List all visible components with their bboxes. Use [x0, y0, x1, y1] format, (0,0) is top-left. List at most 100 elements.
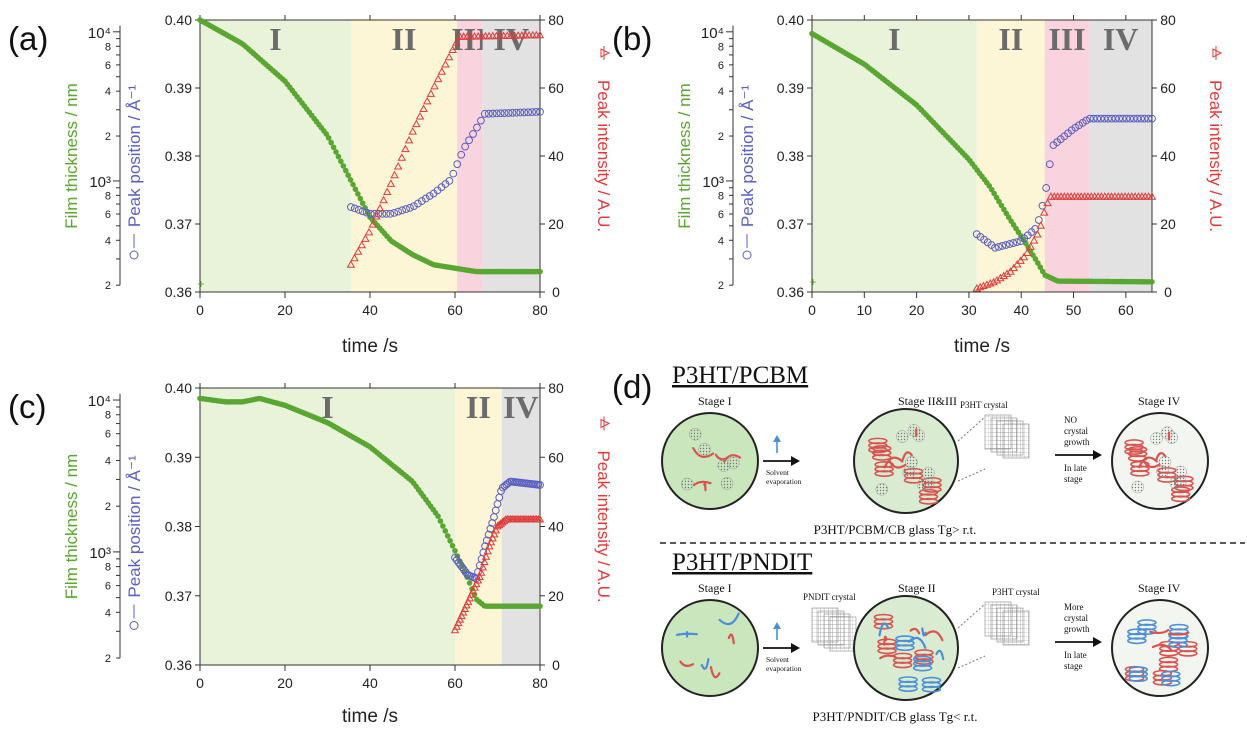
- position-point: [1118, 114, 1127, 123]
- thickness-tick-label: 8: [718, 190, 724, 202]
- position-point: [1089, 114, 1098, 123]
- panel-label: (a): [8, 20, 48, 57]
- crystal-lamella: [1168, 641, 1188, 649]
- position-axis-title: Peak position / Å⁻¹: [125, 455, 144, 598]
- position-point: [994, 242, 1003, 251]
- solvent-up-arrowhead: [773, 435, 781, 442]
- position-point: [346, 203, 355, 211]
- position-legend-marker: [129, 250, 139, 260]
- position-point: [445, 176, 454, 185]
- crystal-lamella: [1161, 679, 1181, 687]
- crystal-lamella: [912, 664, 933, 672]
- arrow-text: Solvent: [766, 655, 790, 664]
- int-tick-label: 20: [1160, 216, 1176, 232]
- polymer-chain: [703, 481, 707, 492]
- arrow-text: growth: [1064, 437, 1090, 447]
- intensity-point: [1036, 221, 1046, 229]
- stage-label-I: I: [269, 21, 281, 57]
- thickness-tick-label: 4: [105, 607, 111, 619]
- thickness-tick-label: 8: [718, 41, 724, 53]
- polymer-chain: [924, 630, 944, 642]
- pos-tick-label: 0.40: [777, 12, 804, 28]
- pcbm-cluster: [875, 483, 889, 496]
- section-title: P3HT/PNDIT: [672, 549, 812, 576]
- intensity-point: [1039, 208, 1049, 216]
- intensity-point: [457, 611, 466, 620]
- polymer-chain: [1155, 452, 1167, 462]
- intensity-point: [455, 615, 465, 623]
- position-point: [998, 242, 1007, 250]
- pcbm-cluster: [698, 442, 711, 456]
- thickness-point: [442, 528, 449, 534]
- thickness-outlier: +: [809, 275, 816, 289]
- intensity-point: [419, 104, 428, 112]
- x-tick-label: 30: [961, 302, 977, 318]
- thickness-point: [335, 153, 342, 160]
- crystal-lamella: [877, 647, 897, 655]
- stage-band-III: [1044, 20, 1090, 292]
- zoom-line: [957, 468, 986, 482]
- stage-label-I: I: [888, 21, 900, 57]
- position-point: [362, 208, 371, 217]
- x-axis-title: time /s: [342, 706, 398, 727]
- x-tick-label: 0: [196, 675, 204, 691]
- intensity-point: [467, 590, 476, 598]
- position-point: [1031, 225, 1040, 233]
- intensity-point: [489, 529, 499, 538]
- thickness-tick-label: 10³: [89, 174, 111, 191]
- thickness-tick-label: 6: [718, 209, 724, 221]
- position-point: [465, 136, 473, 145]
- position-axis-title-group: Peak position / Å⁻¹: [125, 455, 144, 630]
- thickness-tick-label: 4: [718, 86, 724, 98]
- position-point: [492, 109, 501, 118]
- intensity-point: [468, 586, 478, 595]
- stage-band-I: [200, 20, 351, 292]
- thickness-tick-label: 6: [105, 581, 111, 593]
- intensity-point: [386, 179, 396, 187]
- arrow-text: In late: [1064, 650, 1087, 660]
- position-point: [402, 205, 410, 213]
- polymer-chain: [907, 636, 927, 649]
- position-axis-title-group: Peak position / Å⁻¹: [125, 85, 144, 260]
- position-point: [386, 209, 395, 218]
- thickness-tick-label: 2: [718, 131, 724, 143]
- intensity-point: [985, 278, 995, 287]
- x-tick-label: 0: [196, 302, 204, 318]
- pos-tick-label: 0.37: [165, 216, 192, 232]
- position-point: [449, 169, 458, 178]
- crystal-lamella: [895, 644, 915, 652]
- intensity-axis-title-group: Peak intensity / A.U.: [1206, 46, 1225, 232]
- x-tick-label: 80: [532, 675, 548, 691]
- pcbm-cluster: [1165, 431, 1178, 444]
- crystal-lamella: [918, 497, 939, 505]
- thickness-point: [437, 518, 444, 524]
- position-point: [1096, 114, 1105, 123]
- polymer-chain: [1151, 643, 1173, 652]
- thickness-axis-title: Film thickness / nm: [62, 454, 81, 599]
- int-tick-label: 40: [1160, 148, 1176, 164]
- intensity-point: [364, 227, 374, 236]
- crystal-lamella: [892, 661, 913, 669]
- pcbm-cluster: [912, 429, 925, 442]
- intensity-point: [1006, 267, 1015, 275]
- thickness-axis-title: Film thickness / nm: [675, 83, 694, 228]
- thickness-point: [1035, 260, 1041, 266]
- panel-label: (b): [612, 20, 652, 57]
- position-point: [473, 123, 481, 132]
- polymer-chain: [909, 627, 921, 635]
- panel-label: (c): [8, 388, 46, 425]
- polymer-chain: [921, 627, 927, 637]
- section-caption: P3HT/PNDIT/CB glass Tg< r.t.: [813, 709, 978, 724]
- pcbm-cluster: [1169, 476, 1182, 489]
- int-tick-label: 0: [1164, 284, 1172, 300]
- x-tick-label: 20: [909, 302, 925, 318]
- pcbm-cluster: [681, 477, 694, 491]
- int-tick-label: 40: [548, 148, 564, 164]
- position-point: [488, 109, 497, 118]
- position-point: [417, 197, 426, 205]
- intensity-point: [368, 220, 377, 228]
- stage-band-I: [200, 388, 455, 665]
- thickness-point: [347, 177, 354, 183]
- thickness-tick-label: 8: [105, 410, 111, 422]
- int-tick-label: 20: [548, 216, 564, 232]
